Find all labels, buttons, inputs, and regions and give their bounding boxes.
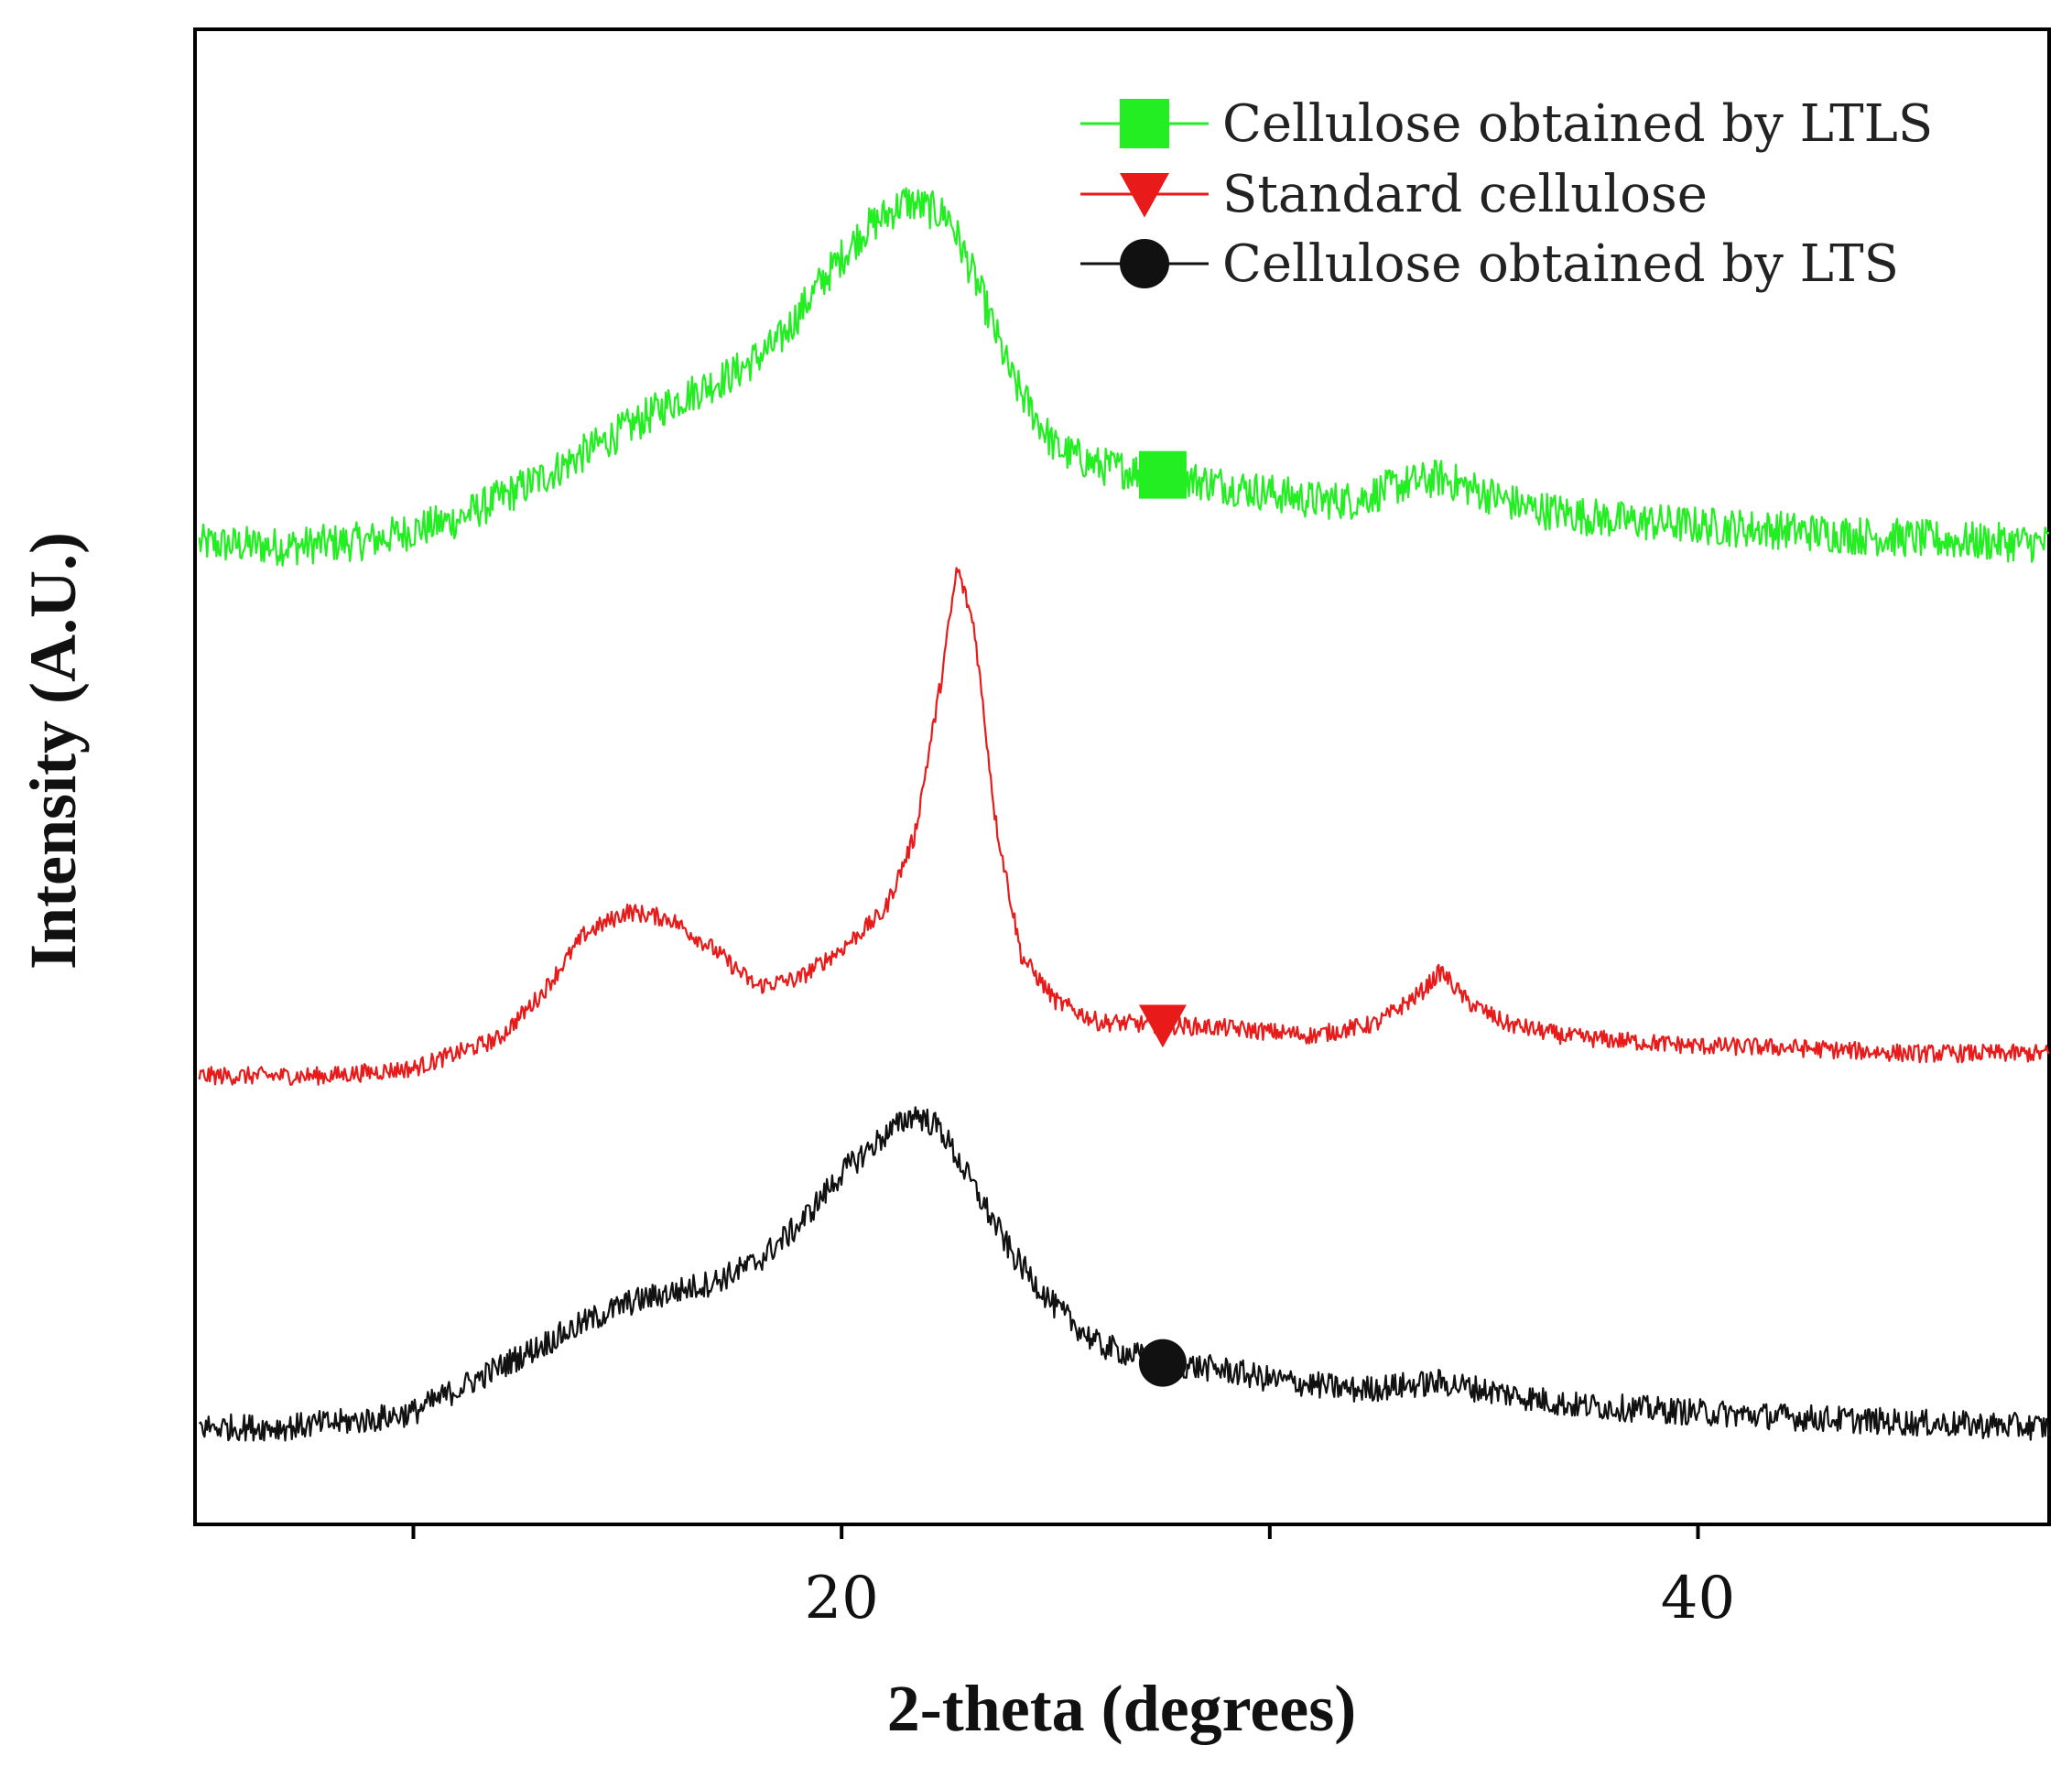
series-marker-1 [1138,450,1187,499]
series-line-3 [198,1106,2051,1442]
plot-frame [193,27,2051,1526]
series-marker-3 [1138,1339,1187,1387]
series-marker-2 [1138,1004,1187,1048]
legend-marker [1120,239,1169,288]
legend-label: Cellulose obtained by LTS [1222,234,1899,294]
x-tick-label: 40 [1661,1565,1735,1632]
legend: Cellulose obtained by LTLS Standard cellu… [1080,94,1933,294]
legend-label: Standard cellulose [1222,165,1708,224]
x-ticks: 20 40 [411,1524,1735,1632]
legend-marker [1120,99,1169,148]
marker-layer [1138,450,1187,1387]
x-tick-label: 20 [804,1565,878,1632]
series-line-2 [198,567,2050,1086]
x-axis-title: 2-theta (degrees) [887,1672,1356,1745]
series-line-1 [198,187,2050,567]
legend-marker [1120,173,1169,218]
series-layer [198,187,2051,1442]
y-axis-title: Intensity (A.U.) [16,532,90,970]
legend-label: Cellulose obtained by LTLS [1222,94,1933,154]
